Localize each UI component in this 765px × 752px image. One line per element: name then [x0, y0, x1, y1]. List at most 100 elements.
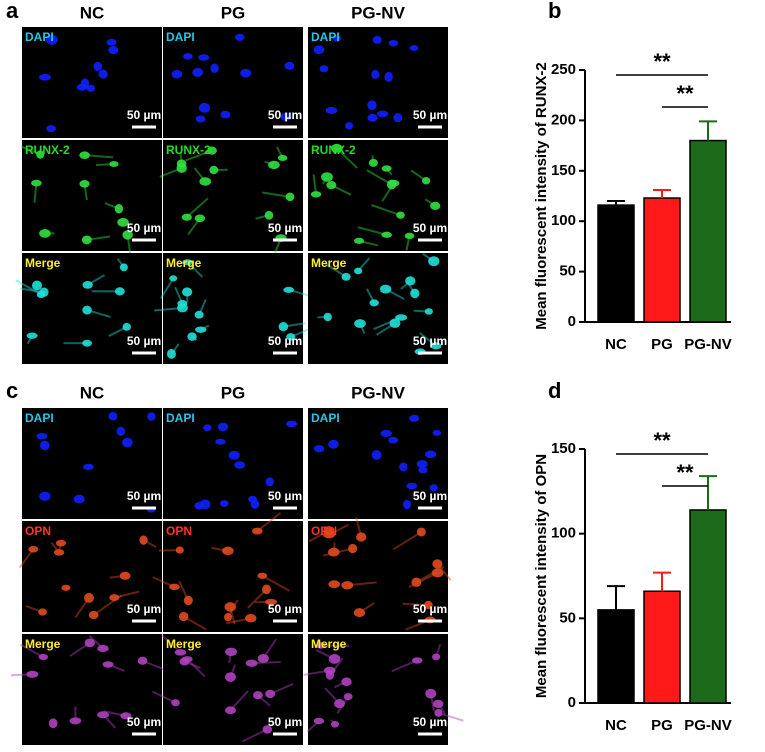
cell-nucleus — [330, 720, 340, 728]
cell-nucleus — [82, 305, 92, 315]
cell-nucleus — [410, 288, 420, 299]
micrograph: Merge 50 µm — [308, 252, 448, 364]
cell-nucleus — [166, 349, 176, 359]
cell-nucleus — [388, 39, 399, 47]
y-tick-label: 200 — [551, 111, 576, 128]
cell-nucleus — [234, 461, 246, 469]
cell-nucleus — [265, 598, 278, 605]
cell-nucleus — [313, 45, 325, 55]
column-header: PG — [221, 3, 246, 22]
x-tick-label: NC — [605, 717, 627, 734]
cell-nucleus — [122, 230, 133, 240]
cell-nucleus — [424, 600, 433, 610]
cell-nucleus — [199, 499, 211, 510]
micrograph: Merge 50 µm — [151, 633, 303, 745]
cell-nucleus — [380, 429, 392, 437]
y-tick-label: 250 — [551, 61, 576, 78]
cell-nucleus — [257, 572, 268, 579]
scale-bar-label: 50 µm — [127, 334, 161, 348]
cell-process — [18, 548, 35, 569]
cell-nucleus — [219, 500, 229, 507]
cell-nucleus — [367, 113, 378, 122]
cell-nucleus — [97, 711, 110, 719]
cell-nucleus — [39, 73, 51, 81]
cell-nucleus — [418, 466, 428, 474]
cell-nucleus — [203, 424, 212, 432]
cell-nucleus — [225, 672, 236, 682]
y-axis-label: Mean fluorescent intensity of OPN — [533, 454, 550, 698]
scale-bar-label: 50 µm — [127, 108, 161, 122]
cell-nucleus — [98, 69, 108, 79]
cell-nucleus — [354, 267, 363, 275]
cell-process — [160, 633, 182, 654]
cell-nucleus — [38, 608, 47, 616]
cell-nucleus — [84, 638, 95, 648]
cell-nucleus — [381, 231, 392, 238]
cell-nucleus — [393, 112, 403, 123]
cell-nucleus — [371, 450, 382, 460]
cell-nucleus — [367, 100, 377, 111]
scale-bar-label: 50 µm — [268, 108, 302, 122]
cell-nucleus — [182, 259, 193, 266]
scale-bar-label: 50 µm — [127, 602, 161, 616]
micrograph: Merge 50 µm — [303, 634, 464, 745]
micrograph: OPN 50 µm — [308, 517, 452, 632]
y-tick-label: 100 — [551, 525, 576, 542]
cell-nucleus — [285, 192, 295, 202]
micrograph: DAPI 50 µm — [163, 408, 303, 519]
cell-nucleus — [321, 172, 333, 182]
cell-nucleus — [176, 163, 187, 173]
scale-bar-label: 50 µm — [413, 334, 447, 348]
cell-nucleus — [209, 165, 219, 175]
cell-nucleus — [425, 688, 437, 699]
cell-nucleus — [69, 717, 82, 725]
cell-nucleus — [325, 106, 338, 114]
cell-nucleus — [79, 151, 90, 159]
cell-nucleus — [262, 584, 271, 595]
channel-label: OPN — [25, 524, 51, 538]
cell-nucleus — [283, 286, 295, 293]
cell-process — [160, 277, 175, 299]
cell-nucleus — [117, 217, 129, 227]
cell-nucleus — [53, 549, 65, 556]
cell-nucleus — [82, 281, 93, 289]
channel-label: Merge — [25, 256, 61, 270]
cell-nucleus — [313, 445, 325, 453]
y-tick-label: 100 — [551, 212, 576, 229]
cell-nucleus — [245, 614, 257, 623]
cell-nucleus — [182, 53, 193, 60]
cell-nucleus — [431, 568, 444, 578]
cell-nucleus — [39, 287, 49, 297]
cell-nucleus — [404, 232, 415, 240]
scale-bar-label: 50 µm — [127, 221, 161, 235]
cell-nucleus — [31, 179, 42, 187]
cell-nucleus — [434, 708, 443, 717]
cell-nucleus — [108, 46, 119, 54]
channel-label: DAPI — [166, 411, 195, 425]
column-header: PG — [221, 383, 246, 402]
cell-nucleus — [171, 699, 180, 707]
x-tick-label: PG-NV — [684, 717, 732, 734]
cell-nucleus — [171, 69, 183, 79]
channel-label: Merge — [166, 256, 202, 270]
micrograph-bg — [163, 408, 303, 519]
scale-bar-label: 50 µm — [268, 715, 302, 729]
cell-nucleus — [181, 213, 192, 221]
cell-nucleus — [139, 535, 148, 545]
cell-nucleus — [411, 657, 423, 664]
cell-nucleus — [372, 35, 382, 44]
cell-nucleus — [328, 439, 339, 449]
cell-nucleus — [416, 527, 426, 537]
cell-nucleus — [284, 61, 295, 70]
cell-nucleus — [198, 102, 211, 113]
cell-nucleus — [169, 583, 180, 591]
cell-process — [19, 643, 44, 658]
cell-nucleus — [328, 580, 340, 589]
scale-bar-label: 50 µm — [127, 489, 161, 503]
cell-process — [312, 174, 318, 195]
cell-nucleus — [257, 653, 269, 663]
cell-nucleus — [319, 65, 329, 73]
cell-nucleus — [88, 610, 99, 620]
micrograph-bg — [308, 27, 448, 138]
channel-label: Merge — [311, 637, 347, 651]
